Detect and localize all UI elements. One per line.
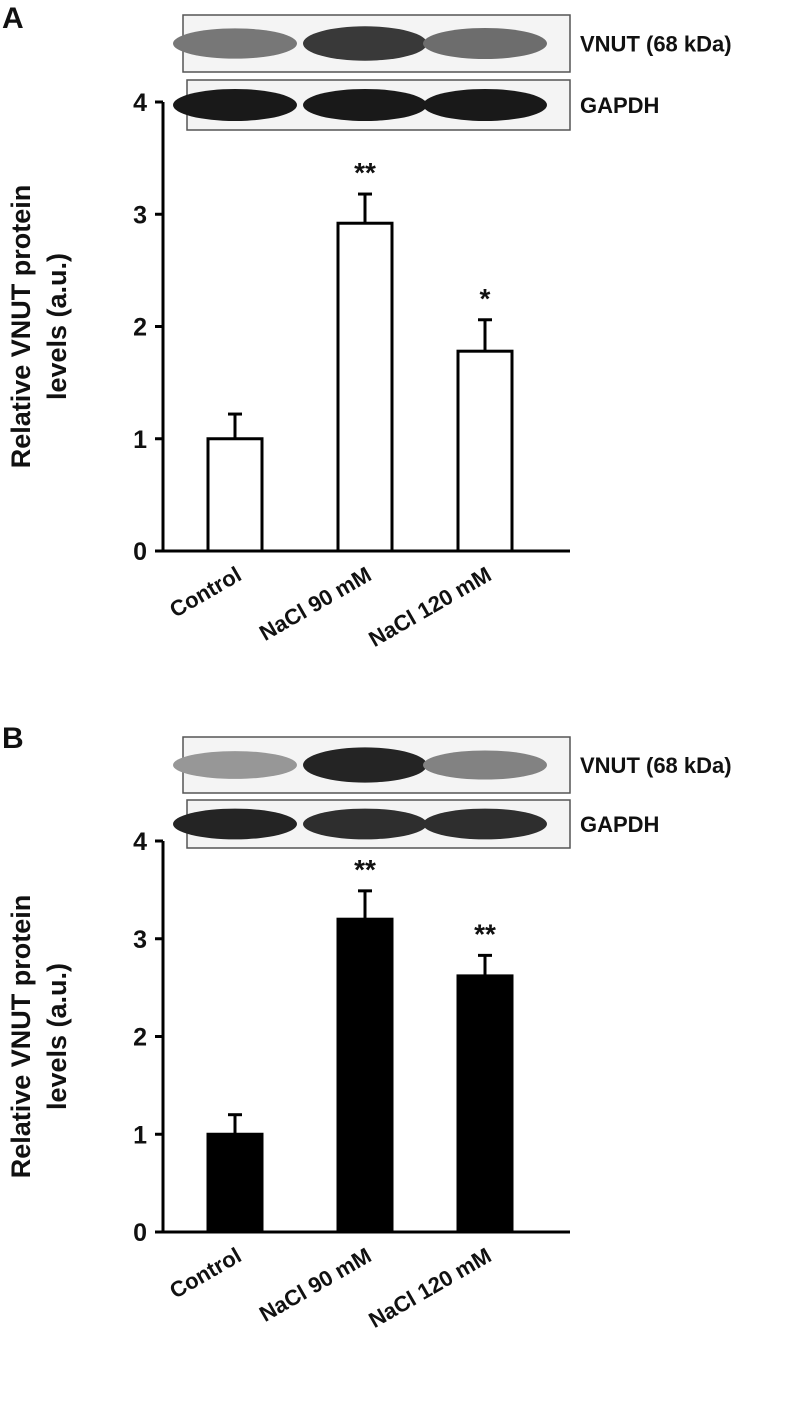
x-tick-label: NaCl 90 mM: [255, 1243, 376, 1327]
x-tick-label: NaCl 90 mM: [255, 562, 376, 646]
y-tick-label: 3: [133, 926, 147, 954]
x-tick-label: Control: [165, 562, 245, 623]
bar: [456, 974, 514, 1234]
y-tick-label: 0: [133, 1219, 147, 1247]
blot-band: [173, 808, 297, 840]
y-tick-label: 1: [133, 1121, 147, 1149]
significance-label: **: [474, 918, 496, 949]
blot-band: [303, 26, 427, 61]
y-tick-label: 4: [133, 89, 147, 117]
bar: [206, 437, 264, 553]
significance-label: **: [354, 157, 376, 188]
y-tick-label: 0: [133, 538, 147, 566]
y-axis-label: Relative VNUT protein: [6, 185, 36, 469]
y-tick-label: 2: [133, 314, 147, 342]
y-axis-label: Relative VNUT protein: [6, 895, 36, 1179]
y-tick-label: 3: [133, 201, 147, 229]
blot-band: [423, 808, 547, 840]
blot-band: [423, 27, 547, 60]
significance-label: *: [480, 283, 491, 314]
x-tick-label: NaCl 120 mM: [364, 562, 495, 652]
panel-label: A: [2, 2, 24, 35]
blot-band: [303, 747, 427, 783]
blot-band: [303, 808, 427, 840]
panel-label: B: [2, 722, 24, 755]
blot-band: [303, 89, 427, 121]
bar: [336, 917, 394, 1234]
y-tick-label: 4: [133, 828, 147, 856]
blot-band: [423, 89, 547, 121]
y-axis-label: levels (a.u.): [42, 963, 72, 1110]
bar: [206, 1132, 264, 1234]
y-tick-label: 1: [133, 426, 147, 454]
y-tick-label: 2: [133, 1024, 147, 1052]
y-axis-label: levels (a.u.): [42, 253, 72, 400]
bar: [456, 349, 514, 553]
significance-label: **: [354, 854, 376, 885]
blot-band: [173, 89, 297, 121]
x-tick-label: Control: [165, 1243, 245, 1304]
blot-label: VNUT (68 kDa): [580, 32, 732, 57]
blot-label: VNUT (68 kDa): [580, 753, 732, 778]
blot-band: [173, 28, 297, 59]
bar: [336, 221, 394, 553]
blot-label: GAPDH: [580, 812, 659, 837]
blot-label: GAPDH: [580, 93, 659, 118]
x-tick-label: NaCl 120 mM: [364, 1243, 495, 1333]
blot-band: [423, 750, 547, 780]
blot-band: [173, 751, 297, 779]
